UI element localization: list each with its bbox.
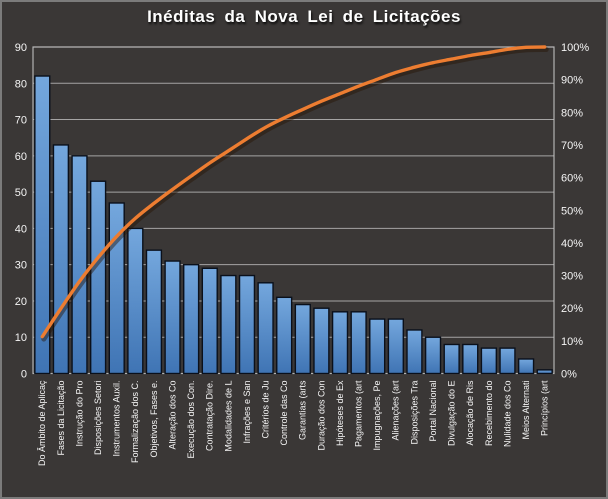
bar: [536, 369, 553, 375]
x-axis-label: Do Âmbito de Aplicaç: [37, 380, 47, 466]
x-axis-label: Alocação de Ris: [465, 380, 475, 446]
y-axis-left-tick: 80: [15, 78, 27, 90]
bar: [201, 267, 218, 375]
y-axis-left-tick: 90: [15, 42, 27, 54]
x-axis-label: Princípios (art: [540, 380, 550, 436]
bar: [294, 303, 311, 375]
x-axis-label: Alteração dos Co: [167, 381, 177, 450]
y-axis-right-tick: 20%: [561, 303, 583, 315]
bar: [369, 318, 386, 375]
x-axis-label: Alienações (art: [391, 380, 401, 441]
x-axis-label: Divulgação do E: [447, 381, 457, 447]
bar: [276, 296, 293, 375]
bar: [183, 263, 200, 375]
bar: [350, 311, 367, 375]
y-axis-right-labels: 0% 10% 20% 30% 40% 50% 60% 70% 80% 90% 100%: [561, 42, 589, 381]
bar: [387, 318, 404, 375]
x-axis-label: Objetivos, Fases e.: [149, 381, 159, 458]
x-axis-label: Recebimento do: [484, 381, 494, 447]
bar: [71, 155, 88, 375]
y-axis-right-tick: 100%: [561, 42, 589, 54]
x-axis-label: Instrução do Pro: [74, 381, 84, 447]
bar: [238, 274, 256, 375]
bar: [220, 274, 237, 375]
y-axis-left-tick: 50: [15, 187, 27, 199]
x-axis-label: Execução dos Con.: [186, 381, 196, 459]
bar: [108, 202, 125, 375]
y-axis-right-tick: 90%: [561, 75, 583, 87]
y-axis-right-tick: 80%: [561, 107, 583, 119]
bar: [313, 307, 330, 375]
y-axis-left-tick: 20: [15, 296, 27, 308]
y-axis-left-tick: 10: [15, 332, 27, 344]
bar: [145, 249, 163, 375]
y-axis-left-tick: 30: [15, 260, 27, 272]
bar: [52, 144, 70, 375]
bar: [424, 336, 442, 375]
x-axis-label: Duração dos Con: [316, 381, 326, 451]
bar: [499, 347, 516, 375]
y-axis-right-tick: 70%: [561, 140, 583, 152]
x-axis-label: Pagamentos (art: [354, 380, 364, 447]
x-axis-label: Infrações e San: [242, 381, 252, 444]
x-axis-label: Disposições Setori: [93, 380, 103, 455]
y-axis-left-tick: 0: [21, 369, 27, 381]
x-axis-label: Impugnações, Pe: [372, 381, 382, 451]
y-axis-right-tick: 50%: [561, 205, 583, 217]
x-axis-label: Contratação Dire.: [205, 381, 215, 452]
bar: [517, 358, 535, 375]
bar: [89, 180, 107, 375]
y-axis-right-tick: 10%: [561, 336, 583, 348]
bar: [480, 347, 498, 375]
y-axis-right-tick: 0%: [561, 369, 577, 381]
x-axis-label: Fases da Licitação: [56, 381, 66, 456]
x-axis-label: Formalização dos C.: [130, 381, 140, 464]
bar: [34, 75, 51, 375]
x-axis-label: Garantias (arts: [298, 380, 308, 440]
chart-title: Inéditas da Nova Lei de Licitações: [147, 7, 461, 26]
y-axis-right-tick: 40%: [561, 238, 583, 250]
bar: [127, 227, 144, 375]
x-axis-label: Modalidades de L: [223, 381, 233, 452]
y-axis-left-tick: 40: [15, 223, 27, 235]
x-axis-labels: Do Âmbito de Aplicaç Fases da Licitação In…: [37, 380, 549, 466]
bar: [406, 329, 423, 375]
y-axis-left-labels: 0 10 20 30 40 50 60 70 80 90: [15, 42, 27, 381]
y-axis-left-tick: 60: [15, 151, 27, 163]
x-axis-label: Disposições Tra: [409, 381, 419, 445]
x-axis-label: Portal Nacional: [428, 380, 438, 441]
bar: [462, 343, 479, 375]
cumulative-line-shadow: [41, 47, 549, 342]
bar: [443, 343, 460, 375]
x-axis-label: Nulidade dos Co: [502, 381, 512, 448]
x-axis-label: Critérios de Ju: [260, 381, 270, 439]
y-axis-left-tick: 70: [15, 115, 27, 127]
plot-border: [32, 46, 555, 375]
bars-group: [34, 75, 553, 375]
x-axis-label: Hipóteses de Ex: [335, 380, 345, 446]
bar: [164, 260, 181, 375]
x-axis-label: Instrumentos Auxil.: [112, 381, 122, 457]
x-axis-label: Controle das Co: [279, 381, 289, 446]
y-axis-right-tick: 60%: [561, 173, 583, 185]
x-axis-label: Meios Alternati: [521, 381, 531, 440]
y-axis-right-tick: 30%: [561, 271, 583, 283]
bar: [331, 311, 349, 375]
cumulative-line: [40, 45, 547, 339]
bar: [257, 282, 274, 375]
